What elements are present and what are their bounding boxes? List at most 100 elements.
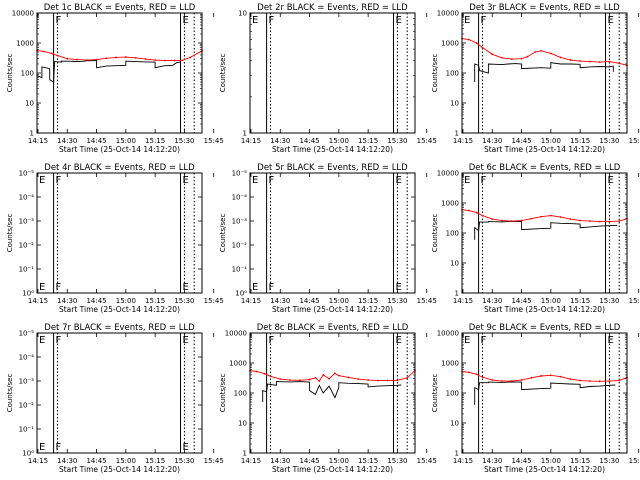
panel-title: Det 8c BLACK = Events, RED = LLD <box>257 323 409 333</box>
plot-frame <box>249 332 416 454</box>
plot-frame <box>461 12 628 134</box>
lld-point <box>314 376 317 379</box>
marker-letter-top: E <box>39 335 45 346</box>
panel-title: Det 2r BLACK = Events, RED = LLD <box>257 3 408 13</box>
y-tick-label: 1000 <box>441 200 459 208</box>
panel-det-2: Det 2r BLACK = Events, RED = LLD Counts/s… <box>219 3 437 154</box>
y-tick-label: 10⁰ <box>22 450 34 458</box>
panel-title: Det 7r BLACK = Events, RED = LLD <box>44 323 195 333</box>
x-tick-label: 14:45 <box>511 297 531 305</box>
marker-letter-top: E <box>182 15 188 26</box>
lld-point <box>318 380 321 382</box>
x-tick-label: 15:30 <box>387 137 407 145</box>
lld-point <box>475 373 478 376</box>
lld-point <box>308 378 311 381</box>
y-tick-label: 1000 <box>441 360 459 368</box>
lld-point <box>66 57 69 60</box>
y-tick-label: 10⁻⁴ <box>232 194 248 202</box>
x-tick-label: 15:00 <box>541 137 561 145</box>
plot-frame <box>36 332 203 454</box>
lld-point <box>598 220 601 223</box>
lld-point <box>269 375 272 378</box>
lld-point <box>618 62 621 65</box>
lld-point <box>520 57 523 60</box>
x-tick-label: 15:45 <box>204 457 224 465</box>
series-lld <box>461 38 628 66</box>
y-axis-label: Counts/sec <box>219 214 227 253</box>
marker-letter-top: E <box>395 335 401 346</box>
marker-letter-top: F <box>481 175 487 186</box>
lld-point <box>510 220 513 222</box>
series-events <box>474 62 614 82</box>
lld-point <box>163 59 166 62</box>
lld-point <box>357 378 360 381</box>
x-tick-label: 15:00 <box>541 297 561 305</box>
marker-letter-top: F <box>269 175 275 186</box>
marker-letter-top: F <box>56 175 62 186</box>
lld-point <box>289 379 291 381</box>
x-tick-label: 15:30 <box>174 137 194 145</box>
lld-point <box>279 378 282 381</box>
x-tick-label: 15:00 <box>329 297 349 305</box>
x-tick-label: 14:30 <box>57 457 77 465</box>
x-tick-label: 15:00 <box>541 457 561 465</box>
y-tick-label: 10⁻⁵ <box>19 330 35 338</box>
y-axis-label: Counts/sec <box>6 214 14 253</box>
y-tick-label: 10⁰ <box>22 290 34 298</box>
lld-point <box>144 58 147 61</box>
lld-point <box>42 50 45 53</box>
lld-point <box>540 215 542 218</box>
y-axis-label: Counts/sec <box>219 374 227 413</box>
marker-letter-top: F <box>269 335 275 346</box>
y-tick-label: 1 <box>243 130 247 138</box>
y-axis-label: Counts/sec <box>6 374 14 413</box>
lld-point <box>618 220 621 222</box>
panel-title: Det 1c BLACK = Events, RED = LLD <box>44 3 196 13</box>
x-tick-label: 14:30 <box>57 297 77 305</box>
lld-point <box>540 375 542 377</box>
lld-point <box>540 49 542 52</box>
y-tick-label: 10⁻¹ <box>19 266 35 274</box>
y-tick-label: 100 <box>446 230 459 238</box>
lld-point <box>85 59 88 61</box>
x-tick-label: 14:30 <box>270 457 290 465</box>
marker-letter-bottom: E <box>182 442 188 453</box>
x-tick-label: 14:15 <box>453 297 473 305</box>
y-tick-label: 10 <box>450 100 459 108</box>
x-tick-label: 14:45 <box>299 457 319 465</box>
x-tick-label: 15:00 <box>116 457 136 465</box>
x-tick-label: 14:15 <box>453 457 473 465</box>
x-tick-label: 14:15 <box>28 137 48 145</box>
marker-letter-top: E <box>607 175 613 186</box>
lld-point <box>520 219 523 222</box>
x-tick-label: 15:15 <box>145 137 165 145</box>
x-tick-label: 14:30 <box>482 457 502 465</box>
lld-point <box>481 376 484 378</box>
lld-point <box>501 219 503 222</box>
lld-point <box>322 374 325 376</box>
lld-point <box>154 59 157 61</box>
lld-point <box>181 59 184 62</box>
x-tick-label: 15:00 <box>329 457 349 465</box>
x-tick-label: 14:30 <box>482 137 502 145</box>
x-axis-label: Start Time (25-Oct-14 14:12:20) <box>59 465 180 474</box>
panel-det-8: Det 8c BLACK = Events, RED = LLD Counts/s… <box>219 323 437 474</box>
series-events <box>474 381 616 405</box>
lld-point <box>569 218 572 221</box>
plot-frame <box>461 332 628 454</box>
x-tick-label: 15:45 <box>629 137 640 145</box>
lld-point <box>115 56 117 59</box>
lld-point <box>530 376 533 379</box>
panel-det-5: Det 5r BLACK = Events, RED = LLD Counts/s… <box>219 163 437 314</box>
lld-point <box>50 52 53 55</box>
y-tick-label: 10 <box>238 420 247 428</box>
marker-letter-top: E <box>252 15 258 26</box>
lld-point <box>406 376 409 379</box>
lld-point <box>105 57 108 60</box>
lld-point <box>396 379 399 382</box>
lld-point <box>334 372 336 375</box>
marker-letter-bottom: E <box>395 282 401 293</box>
lld-point <box>481 46 484 49</box>
x-tick-label: 14:30 <box>270 297 290 305</box>
x-tick-label: 14:15 <box>241 457 261 465</box>
